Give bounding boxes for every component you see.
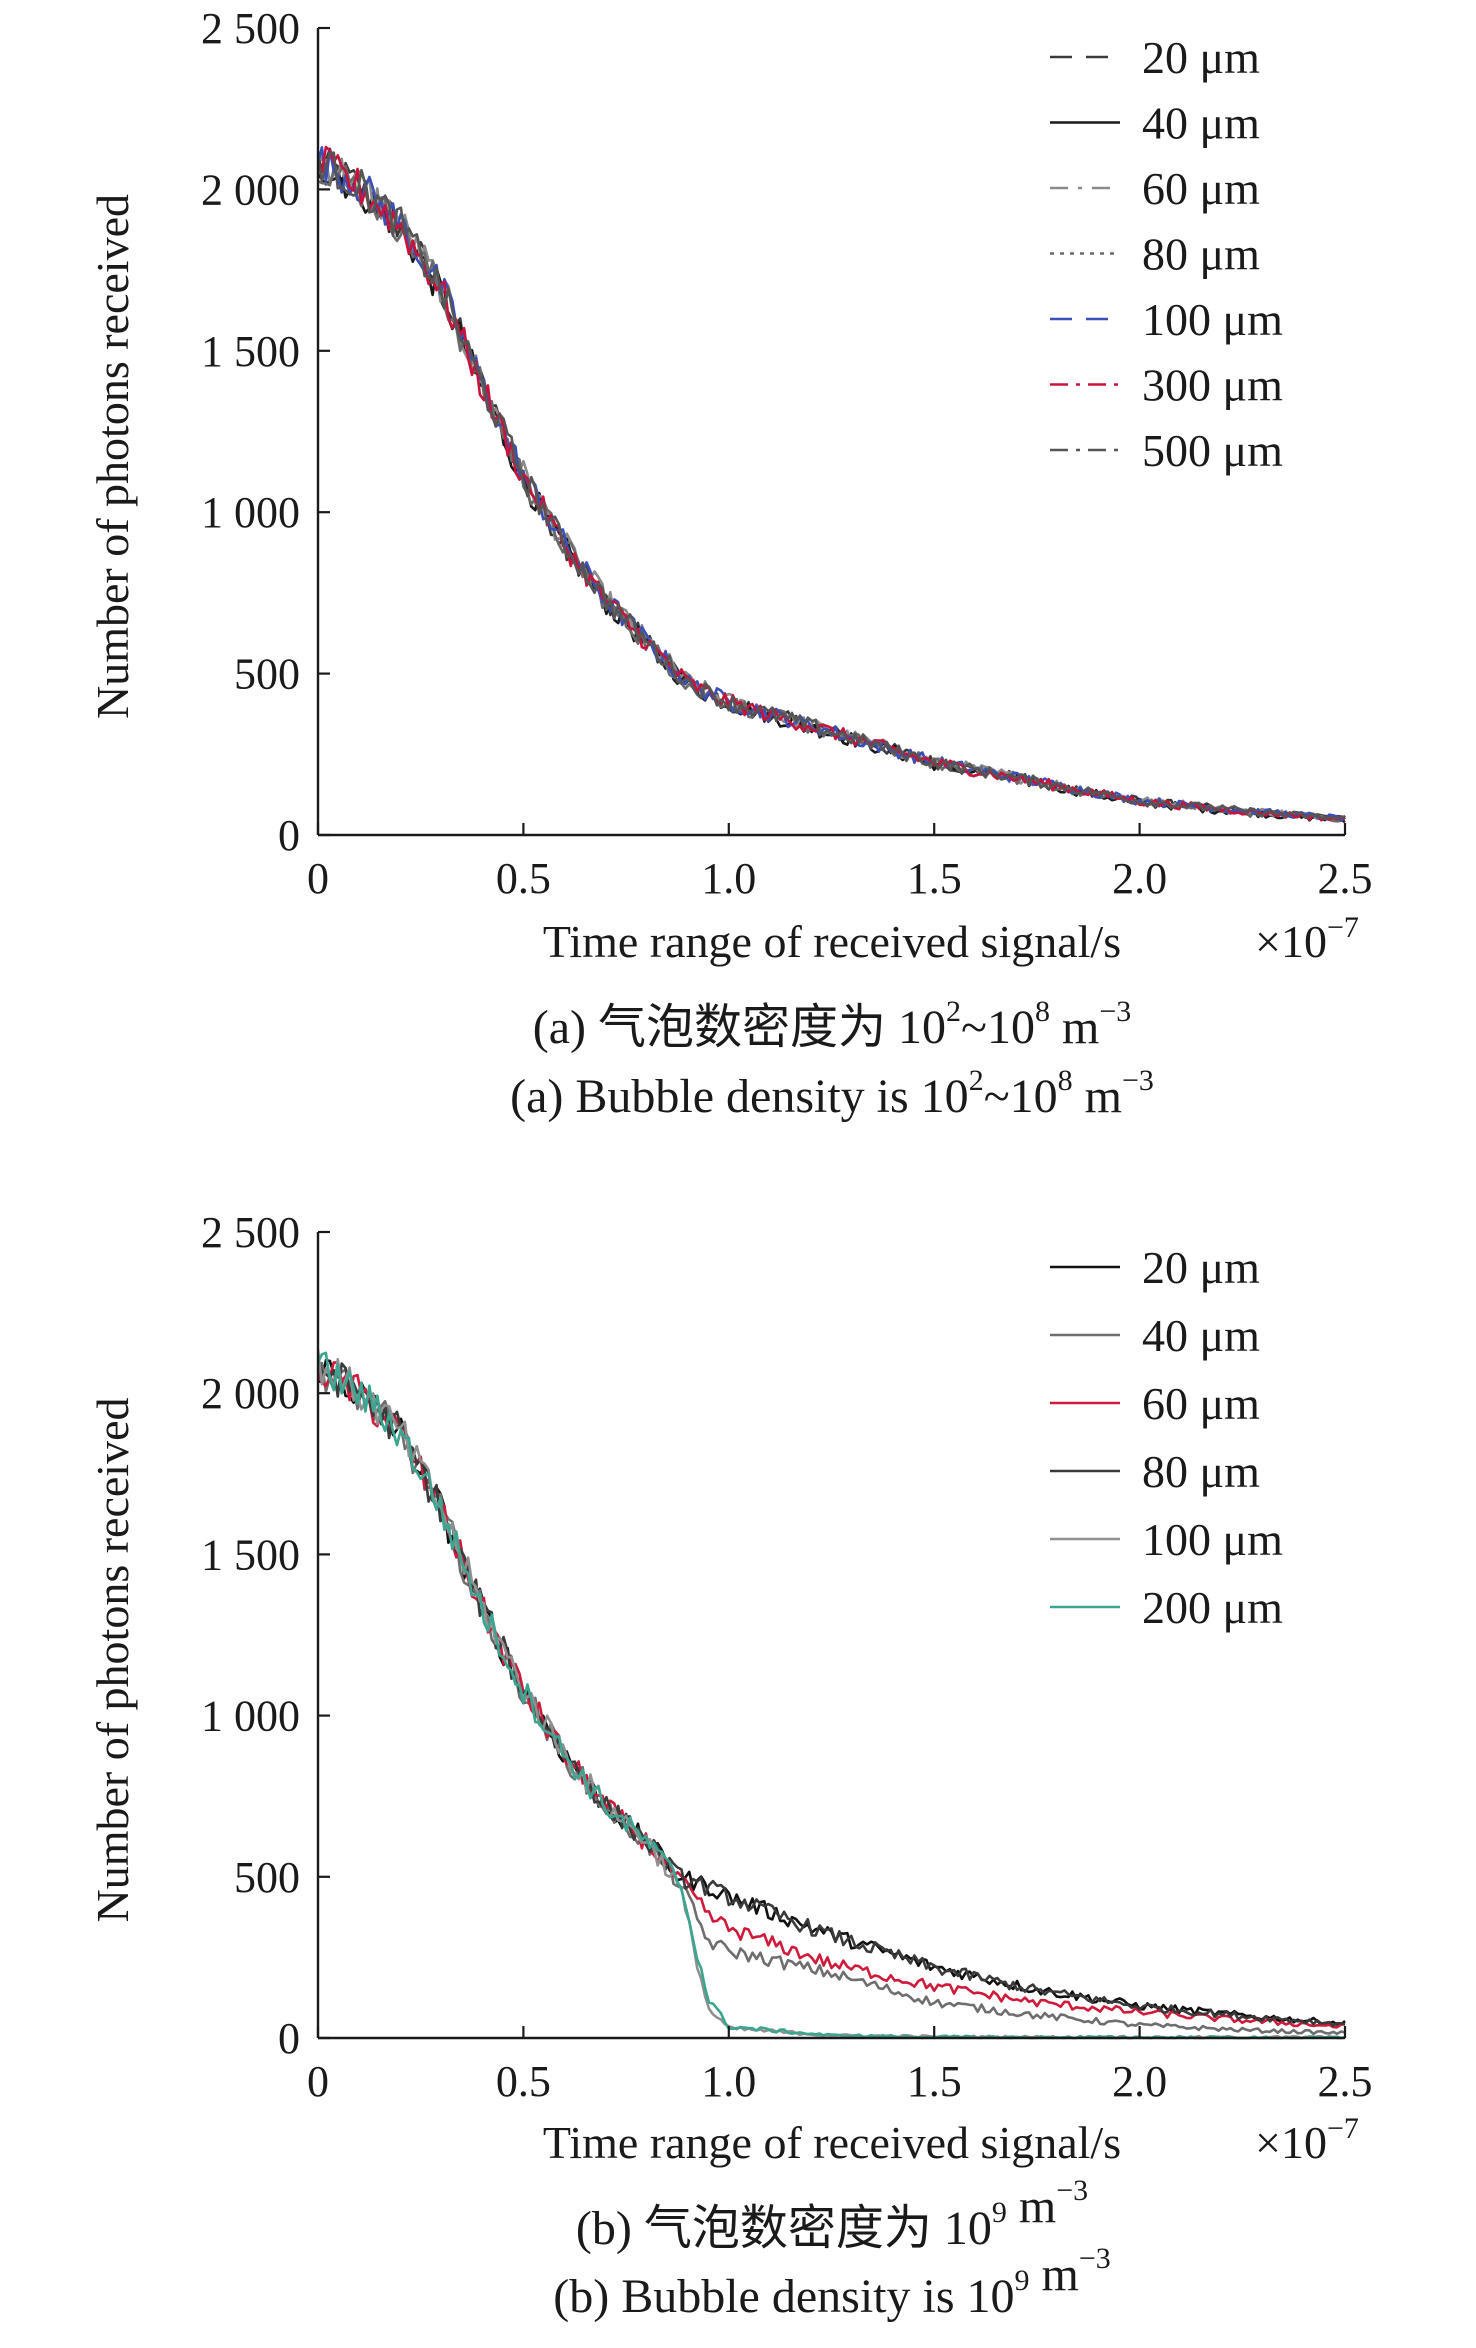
y-tick-label: 2 000: [201, 1369, 300, 1418]
y-tick-label: 1 500: [201, 327, 300, 376]
caption-english-part: −3: [1079, 2242, 1111, 2275]
y-tick-label: 500: [234, 650, 300, 699]
caption-english-part: m: [1030, 2248, 1079, 2301]
caption-english-part: (b) Bubble density is 10: [553, 2270, 1014, 2323]
caption-chinese-part: −3: [1056, 2174, 1088, 2207]
y-tick-label: 1 000: [201, 488, 300, 537]
caption-chinese-part: (b) 气泡数密度为 10: [576, 2202, 992, 2255]
x-tick-label: 0.5: [496, 2057, 551, 2106]
legend-label-6: 200 μm: [1142, 1582, 1283, 1633]
caption-english-part: 2: [969, 1064, 984, 1097]
legend-label-7: 500 μm: [1142, 425, 1283, 476]
x-tick-label: 1.0: [701, 854, 756, 903]
caption-chinese-part: m: [1007, 2180, 1056, 2233]
caption-english-part: 9: [1015, 2264, 1030, 2297]
legend-label-1: 20 μm: [1142, 32, 1260, 83]
chart-panel-b: 0 0.5 1.0 1.5 2.0 2.5 0 500 1 000 1 500 2 000 2 500…: [87, 1208, 1373, 2323]
caption-english-part: (a) Bubble density is 10: [510, 1070, 969, 1123]
legend-label-2: 40 μm: [1142, 1310, 1260, 1361]
legend-label-5: 100 μm: [1142, 1514, 1283, 1565]
caption-chinese-part: 9: [992, 2196, 1007, 2229]
x-tick-label: 1.0: [701, 2057, 756, 2106]
legend-label-3: 60 μm: [1142, 163, 1260, 214]
legend: 20 μm 40 μm 60 μm 80 μm 100 μm 300 μm 500 μm: [1050, 32, 1283, 476]
caption-chinese-part: m: [1050, 1001, 1099, 1054]
caption-english-part: 8: [1058, 1064, 1073, 1097]
legend-label-3: 60 μm: [1142, 1378, 1260, 1429]
y-tick-label: 2 500: [201, 4, 300, 53]
x-axis-multiplier: ×10−7: [1255, 2112, 1359, 2168]
x-axis-multiplier: ×10−7: [1255, 911, 1359, 967]
x-axis-label: Time range of received signal/s: [543, 916, 1121, 967]
x-tick-label: 0.5: [496, 854, 551, 903]
caption-chinese-part: 2: [946, 995, 961, 1028]
legend-label-6: 300 μm: [1142, 360, 1283, 411]
x-tick-label: 2.0: [1112, 2057, 1167, 2106]
x-tick-label: 0: [307, 854, 329, 903]
y-tick-label: 0: [278, 811, 300, 860]
x-tick-label: 1.5: [907, 2057, 962, 2106]
x-tick-label: 2.0: [1112, 854, 1167, 903]
legend: 20 μm 40 μm 60 μm 80 μm 100 μm 200 μm: [1050, 1242, 1283, 1633]
y-axis-label: Number of photons received: [87, 194, 138, 719]
caption-chinese-part: 8: [1035, 995, 1050, 1028]
caption-chinese-part: (a) 气泡数密度为 10: [533, 1001, 946, 1054]
series-group: [316, 145, 1347, 824]
y-tick-label: 1 000: [201, 1692, 300, 1741]
series-line-7: [316, 151, 1346, 820]
y-tick-label: 1 500: [201, 1530, 300, 1579]
series-line-4: [316, 1357, 1346, 2028]
legend-label-5: 100 μm: [1142, 294, 1283, 345]
multiplier-base: ×10: [1255, 916, 1327, 967]
multiplier-exponent: −7: [1327, 911, 1359, 944]
x-tick-label: 0: [307, 2057, 329, 2106]
legend-label-2: 40 μm: [1142, 98, 1260, 149]
y-tick-label: 2 500: [201, 1208, 300, 1257]
y-tick-label: 0: [278, 2014, 300, 2063]
multiplier-exponent: −7: [1327, 2112, 1359, 2145]
caption-chinese-part: ~10: [961, 1001, 1035, 1054]
multiplier-base: ×10: [1255, 2117, 1327, 2168]
legend-label-4: 80 μm: [1142, 1446, 1260, 1497]
caption-english: (b) Bubble density is 109 m−3: [553, 2242, 1111, 2323]
caption-chinese-part: −3: [1099, 995, 1131, 1028]
caption-english-part: m: [1073, 1070, 1122, 1123]
chart-panel-a: 0 0.5 1.0 1.5 2.0 2.5 0 500 1 000 1 500 2 000 2 500…: [87, 4, 1373, 1123]
caption-english-part: ~10: [984, 1070, 1058, 1123]
legend-label-4: 80 μm: [1142, 229, 1260, 280]
legend-label-1: 20 μm: [1142, 1242, 1260, 1293]
caption-english-part: −3: [1122, 1064, 1154, 1097]
y-tick-label: 2 000: [201, 165, 300, 214]
x-axis-label: Time range of received signal/s: [543, 2117, 1121, 2168]
caption-chinese: (a) 气泡数密度为 102~108 m−3: [533, 995, 1132, 1054]
y-axis-label: Number of photons received: [87, 1397, 138, 1922]
y-tick-label: 500: [234, 1853, 300, 1902]
caption-chinese: (b) 气泡数密度为 109 m−3: [576, 2174, 1088, 2255]
caption-english: (a) Bubble density is 102~108 m−3: [510, 1064, 1154, 1123]
x-tick-label: 2.5: [1318, 2057, 1373, 2106]
x-tick-label: 1.5: [907, 854, 962, 903]
x-tick-label: 2.5: [1318, 854, 1373, 903]
